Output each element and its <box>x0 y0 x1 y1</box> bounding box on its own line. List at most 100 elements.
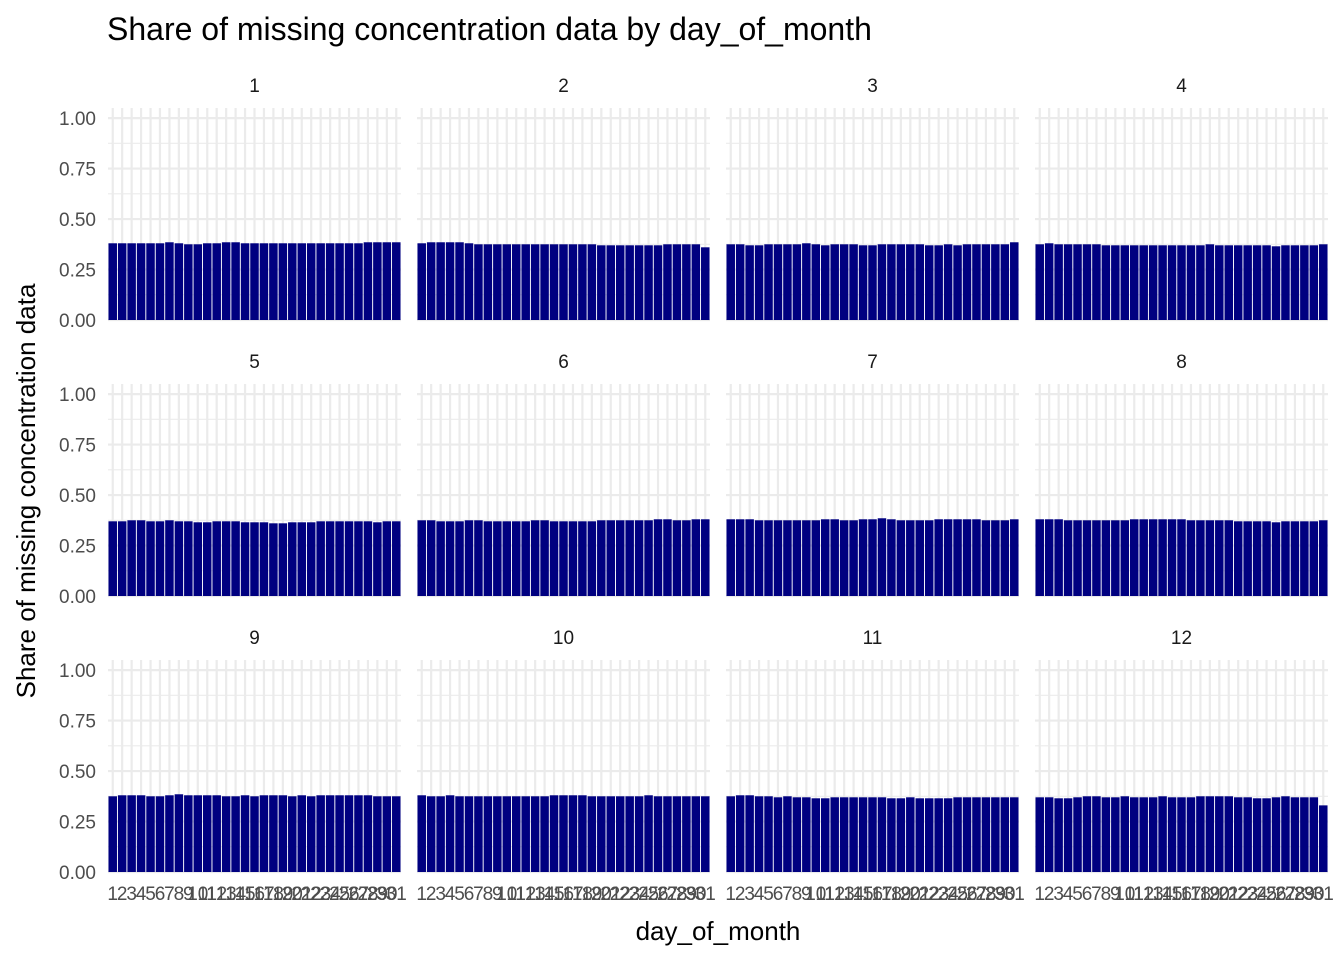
bar <box>137 520 146 596</box>
bar <box>364 242 373 320</box>
bar <box>1215 520 1224 596</box>
bar <box>644 520 653 596</box>
bar <box>436 242 445 320</box>
bar <box>1083 244 1092 320</box>
facet-panel-3: 3 <box>726 76 1019 320</box>
y-axis-title: Share of missing concentration data <box>11 283 41 698</box>
bar <box>118 795 127 872</box>
bar <box>1073 797 1082 872</box>
bar <box>521 521 530 596</box>
bar <box>578 244 587 320</box>
bar <box>455 521 464 596</box>
bar <box>755 245 764 320</box>
bar <box>1319 244 1328 320</box>
bar <box>493 244 502 320</box>
bar <box>1291 521 1300 596</box>
bar <box>1158 519 1167 596</box>
bar <box>212 521 221 596</box>
bar <box>726 796 735 872</box>
facet-label: 6 <box>558 352 569 373</box>
bar <box>474 520 483 596</box>
bar <box>203 522 212 596</box>
bar <box>783 520 792 596</box>
bar <box>127 520 136 596</box>
bar <box>1319 805 1328 872</box>
bar <box>1253 521 1262 596</box>
bar <box>878 244 887 320</box>
bar <box>392 796 401 872</box>
bar <box>1234 245 1243 320</box>
bar <box>417 795 426 872</box>
bar <box>701 247 710 320</box>
bar <box>175 521 184 596</box>
bar <box>1225 520 1234 596</box>
chart-title: Share of missing concentration data by d… <box>107 11 872 47</box>
bar <box>1001 520 1010 596</box>
bar <box>383 796 392 872</box>
bar <box>897 520 906 596</box>
bar <box>383 242 392 320</box>
bar <box>559 521 568 596</box>
bar <box>1243 797 1252 872</box>
x-tick-label: 31 <box>1313 884 1334 905</box>
bar <box>465 796 474 872</box>
bar <box>279 523 288 596</box>
bar <box>953 245 962 320</box>
bar <box>165 520 174 596</box>
bar <box>241 522 250 596</box>
y-tick-label: 0.50 <box>59 486 96 507</box>
facet-label: 3 <box>867 76 878 97</box>
bar <box>1045 243 1054 320</box>
bar <box>812 520 821 596</box>
facet-label: 2 <box>558 76 569 97</box>
bar <box>821 519 830 596</box>
bar <box>953 797 962 872</box>
bar <box>1262 798 1271 872</box>
bar <box>354 521 363 596</box>
bar <box>1158 796 1167 872</box>
bar <box>474 796 483 872</box>
bar <box>588 244 597 320</box>
bar <box>316 243 325 320</box>
bar <box>654 519 663 596</box>
bar <box>345 795 354 872</box>
bar <box>588 796 597 872</box>
facet-label: 1 <box>249 76 260 97</box>
bar <box>108 521 117 596</box>
bar <box>484 244 493 320</box>
bar <box>1196 520 1205 596</box>
bar <box>118 243 127 320</box>
facet-panel-2: 2 <box>417 76 710 320</box>
bar <box>165 242 174 320</box>
bar <box>175 794 184 872</box>
bar <box>354 795 363 872</box>
bar <box>1102 245 1111 320</box>
bar <box>1187 797 1196 872</box>
bar <box>1196 245 1205 320</box>
bar <box>559 244 568 320</box>
bar <box>194 795 203 872</box>
facet-panel-7: 7 <box>726 352 1019 596</box>
facet-panel-6: 6 <box>417 352 710 596</box>
bar <box>184 795 193 872</box>
bar <box>436 796 445 872</box>
bar <box>944 519 953 596</box>
bar <box>692 244 701 320</box>
bar <box>1149 797 1158 872</box>
bar <box>493 521 502 596</box>
bar <box>682 796 691 872</box>
bar <box>963 519 972 596</box>
bar <box>812 798 821 872</box>
facet-label: 9 <box>249 628 260 649</box>
bar <box>1206 796 1215 872</box>
bar <box>635 245 644 320</box>
bar <box>1187 245 1196 320</box>
bar <box>1215 796 1224 872</box>
bar <box>156 521 165 596</box>
bar <box>1234 797 1243 872</box>
bar <box>288 796 297 872</box>
bar <box>345 521 354 596</box>
bar <box>1300 521 1309 596</box>
bar <box>484 796 493 872</box>
bar <box>1310 521 1319 596</box>
